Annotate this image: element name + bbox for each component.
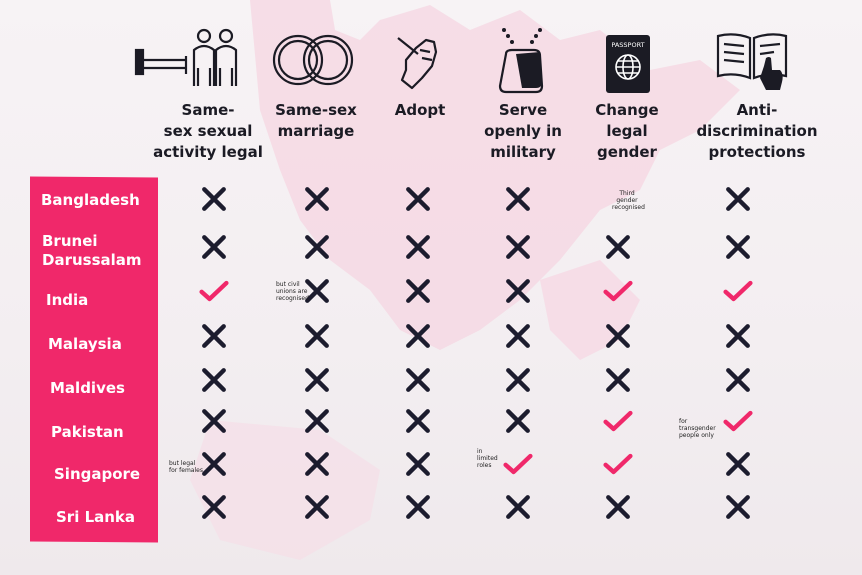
country-bangladesh: Bangladesh [41, 191, 140, 209]
check-icon-india-sexual-activity [199, 280, 229, 302]
wedding-rings-icon [272, 34, 354, 86]
cross-icon-sri-lanka-military [506, 495, 530, 519]
cross-icon-brunei-darussalam-gender [606, 235, 630, 259]
check-icon-india-antidiscrimination [723, 280, 753, 302]
cross-icon-maldives-gender [606, 368, 630, 392]
check-icon-india-gender [603, 280, 633, 302]
cross-icon-singapore-adopt [406, 452, 430, 476]
cross-icon-pakistan-marriage [305, 409, 329, 433]
check-icon-singapore-gender [603, 453, 633, 475]
cross-icon-pakistan-military [506, 409, 530, 433]
cross-icon-malaysia-antidiscrimination [726, 324, 750, 348]
header-serve-openly-in-military: Serve openly in military [484, 101, 562, 161]
cross-icon-bangladesh-adopt [406, 187, 430, 211]
cross-icon-brunei-darussalam-marriage [305, 235, 329, 259]
header-anti-discrimination-protections: Anti-discrimination protections [696, 101, 818, 161]
country-india: India [46, 291, 89, 309]
cross-icon-sri-lanka-adopt [406, 495, 430, 519]
cross-icon-pakistan-adopt [406, 409, 430, 433]
check-icon-pakistan-gender [603, 410, 633, 432]
cross-icon-maldives-adopt [406, 368, 430, 392]
passport-label: PASSPORT [611, 41, 644, 49]
check-icon-singapore-military [503, 453, 533, 475]
cross-icon-bangladesh-military [506, 187, 530, 211]
header-change-legal-gender: Change legal gender [595, 101, 659, 161]
cross-icon-singapore-antidiscrimination [726, 452, 750, 476]
country-pakistan: Pakistan [51, 423, 124, 441]
cross-icon-bangladesh-sexual-activity [202, 187, 226, 211]
cross-icon-bangladesh-marriage [305, 187, 329, 211]
cross-icon-singapore-sexual-activity [202, 452, 226, 476]
cross-icon-sri-lanka-sexual-activity [202, 495, 226, 519]
country-maldives: Maldives [50, 379, 125, 397]
cross-icon-india-adopt [406, 279, 430, 303]
cross-icon-brunei-darussalam-military [506, 235, 530, 259]
header-same-sex-marriage: Same-sex marriage [275, 101, 357, 140]
open-book-icon [716, 33, 788, 90]
cross-icon-maldives-sexual-activity [202, 368, 226, 392]
cross-icon-sri-lanka-marriage [305, 495, 329, 519]
cross-icon-malaysia-marriage [305, 324, 329, 348]
cross-icon-india-marriage [305, 279, 329, 303]
country-malaysia: Malaysia [48, 335, 122, 353]
passport-icon: PASSPORT [606, 35, 650, 93]
cross-icon-brunei-darussalam-sexual-activity [202, 235, 226, 259]
cross-icon-malaysia-military [506, 324, 530, 348]
cross-icon-maldives-marriage [305, 368, 329, 392]
cross-icon-sri-lanka-gender [606, 495, 630, 519]
cross-icon-malaysia-adopt [406, 324, 430, 348]
header-adopt: Adopt [394, 101, 446, 119]
cross-icon-sri-lanka-antidiscrimination [726, 495, 750, 519]
country-sri-lanka: Sri Lanka [56, 508, 136, 526]
cross-icon-malaysia-sexual-activity [202, 324, 226, 348]
cross-icon-bangladesh-antidiscrimination [726, 187, 750, 211]
note-india-civil-unions: but civil unions are recognised [276, 281, 309, 302]
cross-icon-brunei-darussalam-antidiscrimination [726, 235, 750, 259]
cross-icon-singapore-marriage [305, 452, 329, 476]
cross-icon-india-military [506, 279, 530, 303]
cross-icon-brunei-darussalam-adopt [406, 235, 430, 259]
country-brunei-darussalam: Brunei Darussalam [42, 232, 142, 269]
cross-icon-maldives-military [506, 368, 530, 392]
note-bangladesh-third-gender: Third gender recognised [612, 190, 645, 211]
header-same-sex-sexual-activity: Same-sex sexual activity legal [153, 101, 263, 161]
note-pakistan-transgender: for transgender people only [679, 418, 716, 439]
cross-icon-maldives-antidiscrimination [726, 368, 750, 392]
check-icon-pakistan-antidiscrimination [723, 410, 753, 432]
country-singapore: Singapore [54, 465, 141, 483]
couple-bed-icon [134, 28, 238, 86]
cross-icon-pakistan-sexual-activity [202, 409, 226, 433]
note-singapore-females: but legal for females [169, 460, 203, 474]
note-singapore-limited-roles: in limited roles [477, 448, 498, 469]
cross-icon-malaysia-gender [606, 324, 630, 348]
hand-holding-hand-icon [397, 37, 438, 90]
dog-tags-icon [498, 28, 544, 94]
